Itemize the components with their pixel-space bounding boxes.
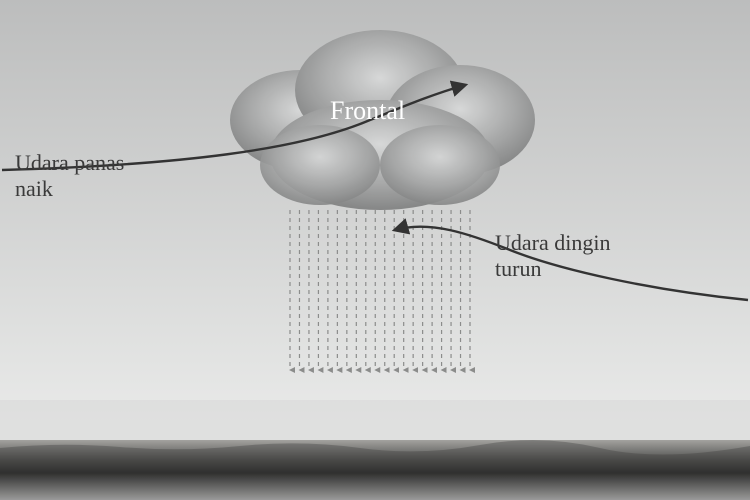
diagram-stage: Frontal Udara panas naik Udara dingin tu… — [0, 0, 750, 500]
horizon-haze — [0, 400, 750, 440]
warm-air-label: Udara panas naik — [15, 150, 124, 203]
ground — [0, 440, 750, 500]
background-svg — [0, 0, 750, 500]
cold-air-label: Udara dingin turun — [495, 230, 610, 283]
title-label: Frontal — [330, 95, 405, 126]
